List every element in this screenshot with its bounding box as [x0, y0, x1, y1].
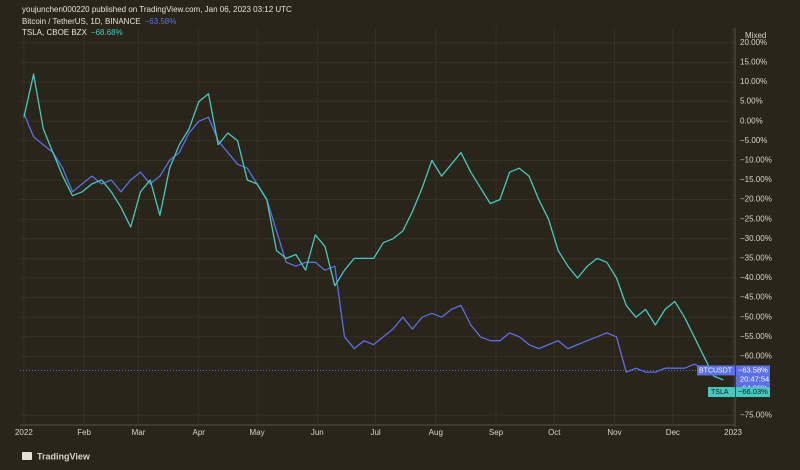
x-tick-label: Mar	[132, 428, 146, 437]
y-tick-label: −55.00%	[740, 332, 772, 341]
y-tick-label: −35.00%	[740, 254, 772, 263]
y-tick-label: 5.00%	[740, 97, 763, 106]
price-label-countdown: 20:47:54	[740, 374, 769, 383]
price-label-value: −66.03%	[738, 387, 768, 396]
brand: TradingView	[22, 451, 91, 461]
x-tick-label: Oct	[548, 428, 561, 437]
price-label-name: BTCUSDT	[699, 367, 733, 374]
x-tick-label: Jun	[311, 428, 324, 437]
price-label-box	[736, 387, 770, 398]
y-tick-label: −60.00%	[740, 352, 772, 361]
scale-mode: Mixed	[745, 31, 766, 40]
x-tick-label: Feb	[77, 428, 91, 437]
price-label-box	[708, 387, 735, 398]
legend-value: −63.58%	[145, 17, 177, 26]
legend-name: TSLA, CBOE BZX	[22, 28, 88, 37]
y-tick-label: −40.00%	[740, 273, 772, 282]
y-tick-label: −15.00%	[740, 175, 772, 184]
x-tick-label: Apr	[193, 428, 206, 437]
legend-name: Bitcoin / TetherUS, 1D, BINANCE	[22, 17, 141, 26]
x-tick-label: Nov	[607, 428, 621, 437]
x-tick-label: Dec	[666, 428, 680, 437]
y-tick-label: −20.00%	[740, 195, 772, 204]
price-label-box	[697, 365, 735, 376]
y-tick-label: 15.00%	[740, 58, 767, 67]
x-tick-label: May	[249, 428, 264, 437]
x-tick-label: Aug	[429, 428, 443, 437]
y-tick-label: 10.00%	[740, 77, 767, 86]
brand-logo	[22, 452, 32, 460]
series-line	[23, 113, 724, 373]
y-tick-label: −45.00%	[740, 293, 772, 302]
y-tick-label: −75.00%	[740, 410, 772, 419]
x-tick-label: Sep	[489, 428, 504, 437]
series-line	[23, 73, 724, 381]
y-tick-label: −5.00%	[740, 136, 767, 145]
y-tick-label: −30.00%	[740, 234, 772, 243]
price-label-name: TSLA	[711, 389, 729, 396]
brand-name: TradingView	[37, 451, 91, 461]
publish-info: youjunchen000220 published on TradingVie…	[22, 5, 292, 14]
x-tick-label: 2022	[15, 428, 33, 437]
x-tick-label: Jul	[370, 428, 380, 437]
price-label-value: −63.58%	[738, 365, 768, 374]
legend-value: −68.68%	[91, 28, 123, 37]
y-tick-label: 20.00%	[740, 38, 767, 47]
y-tick-label: −10.00%	[740, 156, 772, 165]
y-tick-label: −50.00%	[740, 312, 772, 321]
y-tick-label: −25.00%	[740, 214, 772, 223]
x-tick-label: 2023	[724, 428, 742, 437]
y-tick-label: 0.00%	[740, 116, 763, 125]
